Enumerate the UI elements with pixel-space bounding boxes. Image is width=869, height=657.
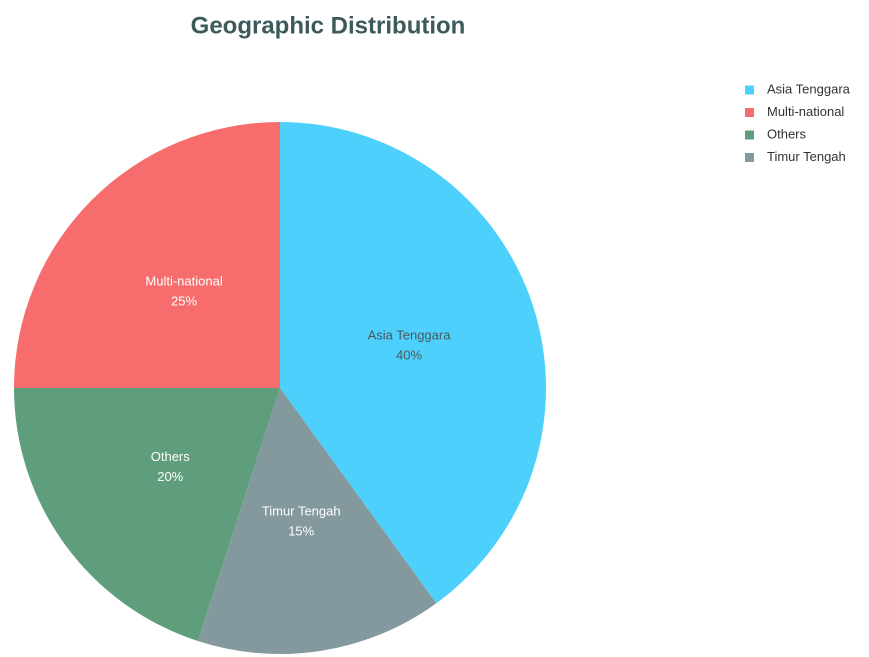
legend-swatch bbox=[745, 153, 754, 162]
slice-label: Multi-national bbox=[145, 274, 222, 289]
chart-title: Geographic Distribution bbox=[191, 12, 466, 39]
slice-label: Asia Tenggara bbox=[368, 328, 452, 343]
legend-swatch bbox=[745, 108, 754, 117]
legend-label: Multi-national bbox=[767, 104, 844, 119]
legend-label: Asia Tenggara bbox=[767, 81, 851, 96]
slice-label: Others bbox=[151, 449, 191, 464]
slice-value-label: 20% bbox=[157, 469, 183, 484]
slice-label: Timur Tengah bbox=[262, 503, 341, 518]
slice-value-label: 40% bbox=[396, 348, 422, 363]
pie-slice bbox=[14, 122, 280, 388]
slice-value-label: 15% bbox=[288, 523, 314, 538]
legend-swatch bbox=[745, 130, 754, 140]
legend-label: Timur Tengah bbox=[767, 149, 846, 164]
pie-slice bbox=[14, 388, 280, 641]
legend-swatch bbox=[745, 85, 754, 95]
slice-value-label: 25% bbox=[171, 294, 197, 309]
legend-label: Others bbox=[767, 126, 807, 141]
pie-slice bbox=[197, 388, 437, 654]
pie-slice bbox=[280, 122, 547, 604]
